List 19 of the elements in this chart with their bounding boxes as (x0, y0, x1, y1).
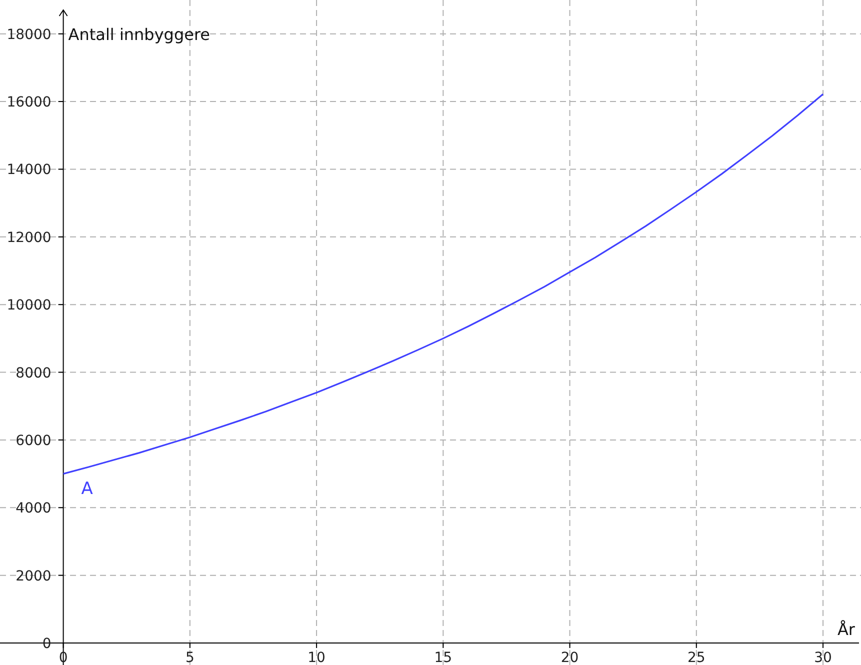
x-tick-label: 5 (185, 650, 194, 665)
y-tick-label: 2000 (16, 568, 52, 584)
y-tick-label: 16000 (6, 94, 52, 111)
x-tick-label: 20 (560, 650, 579, 665)
y-tick-label: 10000 (6, 298, 52, 314)
y-tick-label: 18000 (6, 26, 52, 43)
y-tick-label: 6000 (16, 432, 52, 449)
x-axis-title: År (837, 620, 856, 640)
y-tick-label: 14000 (6, 162, 52, 178)
y-tick-label: 4000 (16, 500, 52, 517)
series-label: A (81, 478, 94, 499)
x-tick-label: 10 (308, 650, 326, 665)
x-tick-label: 25 (687, 650, 706, 665)
x-tick-label: 30 (814, 650, 832, 665)
y-tick-label: 8000 (16, 365, 52, 382)
line-series (62, 93, 824, 475)
y-tick-label: 12000 (6, 230, 52, 246)
y-axis-title: Antall innbyggere (68, 25, 210, 44)
x-tick-label: 15 (434, 650, 452, 665)
